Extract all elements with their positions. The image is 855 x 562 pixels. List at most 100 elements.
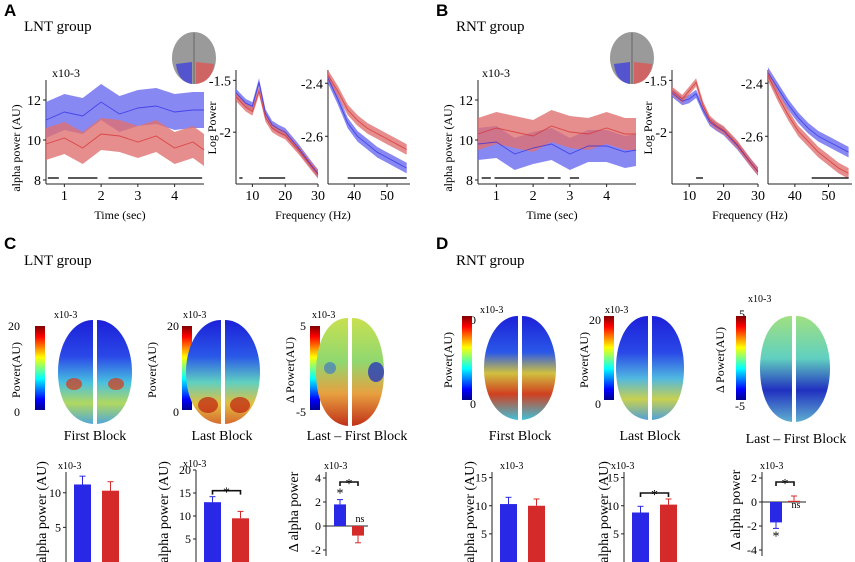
A-freq-high-red-mean-line	[327, 75, 407, 150]
C-last-sig-bracket	[211, 489, 242, 495]
B-time-x-tick-label: 2	[530, 189, 537, 204]
D-first-y-tick-label: 15	[475, 471, 487, 485]
d-map1-clabel: Power(AU)	[441, 332, 455, 388]
a-freq-high-plot: 40 50 -2.4 -2.6	[301, 70, 410, 204]
D-first-y-tick-label: 10	[475, 499, 487, 513]
d-map1-colorbar	[462, 316, 472, 400]
c-map1-clabel: Power(AU)	[9, 342, 23, 398]
c-bar3-ylabel: Δ alpha power	[287, 471, 302, 552]
panel-letter-d: D	[436, 234, 448, 253]
A-freq-low-y-tick-label: -1.5	[209, 74, 231, 89]
A-freq-low-x-tick-label: 30	[311, 189, 325, 204]
panel-letter-c: C	[4, 234, 16, 253]
b-time-ylabel: alpha power (AU)	[441, 104, 455, 191]
C-diff-bar-blue	[334, 504, 346, 526]
D-diff-bar-blue	[770, 502, 782, 523]
D-first-bar-blue	[500, 504, 517, 562]
C-diff-sig-star: *	[346, 477, 353, 492]
A-time-x-tick-label: 3	[134, 189, 141, 204]
A-time-y-tick-label: 8	[34, 174, 41, 189]
D-last-sig-bracket	[639, 492, 670, 497]
A-time-y-tick-label: 10	[27, 134, 41, 149]
c-map2-clabel: Power(AU)	[145, 342, 159, 398]
B-freq-high-x-tick-label: 50	[821, 189, 835, 204]
A-freq-low-x-tick-label: 20	[278, 189, 292, 204]
C-last-bar-blue	[204, 502, 221, 562]
d-map3-cmin: -5	[735, 399, 745, 413]
d-map2-cmin: 0	[595, 397, 601, 411]
d-bar2-scale: x10-3	[611, 461, 634, 472]
b-freq-high-plot: 40 50 -2.4 -2.6	[741, 67, 852, 204]
d-bar-diff: 20-2-4**ns	[747, 471, 806, 557]
B-freq-low-red-mean-line	[671, 81, 759, 172]
d-map1-caption: First Block	[489, 429, 552, 444]
B-time-x-tick-label: 3	[566, 189, 573, 204]
c-map1-cmin: 0	[14, 405, 20, 419]
A-time-x-tick-label: 4	[171, 189, 178, 204]
c-map-last: x10-3 20 Power(AU) 0 Last Block	[145, 310, 260, 444]
C-diff-y-tick-label: 0	[315, 519, 321, 533]
d-bar2-ylabel: alpha power (AU)	[597, 461, 612, 562]
d-map1-left-hemisphere	[484, 316, 518, 420]
a-freq-ylabel: Log Power	[205, 102, 219, 155]
c-map1-colorbar	[35, 326, 45, 410]
panel-letter-b: B	[436, 1, 448, 20]
A-freq-high-y-tick-label: -2.6	[301, 130, 323, 145]
C-first-bar-red	[102, 490, 119, 562]
c-bar1-scale: x10-3	[58, 461, 81, 472]
c-map2-caption: Last Block	[191, 429, 252, 444]
A-time-blue-mean-line	[45, 101, 204, 121]
d-map2-right-hemisphere	[652, 316, 684, 420]
C-first-y-tick-label: 5	[55, 520, 61, 534]
c-bar-diff: 4 2 0 -2 ** ns	[311, 471, 368, 557]
B-freq-high-red-mean-line	[767, 75, 849, 174]
C-diff-y-tick-label: 4	[315, 471, 321, 485]
A-time-x-tick-label: 1	[61, 189, 68, 204]
c-map-first: x10-3 20 0 Power(AU) First Block	[8, 310, 132, 444]
A-freq-high-red-band	[328, 70, 407, 155]
brain-thumbnail-a	[172, 32, 216, 84]
C-last-y-tick-label: 5	[185, 532, 191, 546]
c-bar-first: 10 5	[49, 472, 119, 562]
B-freq-high-red-band	[768, 70, 849, 179]
D-diff-bar-red	[788, 500, 800, 502]
B-freq-low-y-tick-label: -1.5	[645, 74, 667, 89]
B-freq-low-x-tick-label: 10	[682, 189, 696, 204]
A-freq-low-y-tick-label: -2	[219, 126, 231, 141]
A-time-red-mean-line	[45, 133, 205, 151]
D-diff-sig-bracket	[775, 481, 795, 486]
C-first-y-tick-label: 10	[49, 486, 61, 500]
D-last-y-tick-label: 5	[613, 527, 619, 541]
D-diff-y-tick-label: -2	[747, 519, 757, 533]
A-freq-high-blue-mean-line	[327, 77, 407, 169]
C-diff-sig-bracket	[339, 481, 359, 486]
D-last-y-tick-label: 10	[607, 499, 619, 513]
B-freq-low-y-tick-label: -2	[655, 126, 667, 141]
d-map2-clabel: Power(AU)	[577, 332, 591, 388]
B-time-x-tick-label: 1	[493, 189, 500, 204]
c-map3-clabel: Δ Power(AU)	[283, 337, 297, 403]
A-time-y-tick-label: 12	[27, 94, 41, 109]
d-map2-scale: x10-3	[605, 305, 628, 316]
c-map1-left-hemisphere	[58, 320, 93, 424]
D-first-y-tick-label: 5	[481, 527, 487, 541]
B-time-red-mean-line	[477, 125, 636, 137]
c-map2-right-hemisphere	[225, 320, 260, 424]
c-bar-last: 20 15 10 5 *	[179, 463, 249, 562]
B-freq-low-x-tick-label: 20	[717, 189, 731, 204]
A-freq-low-blue-mean-line	[235, 82, 319, 174]
a-time-ylabel: alpha power (AU)	[9, 104, 23, 191]
D-diff-ns-label: ns	[792, 500, 801, 511]
D-first-bar-red	[528, 505, 545, 562]
c-map3-scale: x10-3	[312, 310, 335, 321]
B-time-x-tick-label: 4	[603, 189, 610, 204]
A-time-x-tick-label: 2	[98, 189, 105, 204]
d-bar1-ylabel: alpha power (AU)	[463, 461, 478, 562]
c-map-diff: x10-3 5 Δ Power(AU) -5 Last – First Bloc…	[283, 310, 407, 444]
d-bar-last: 15 10 5 *	[607, 471, 677, 562]
C-diff-bar-red	[352, 526, 364, 536]
C-last-y-tick-label: 20	[179, 463, 191, 477]
A-freq-high-x-tick-label: 40	[347, 189, 361, 204]
a-freq-low-plot: 10 20 30 -1.5 -2	[209, 70, 325, 204]
C-last-bar-red	[232, 518, 249, 562]
